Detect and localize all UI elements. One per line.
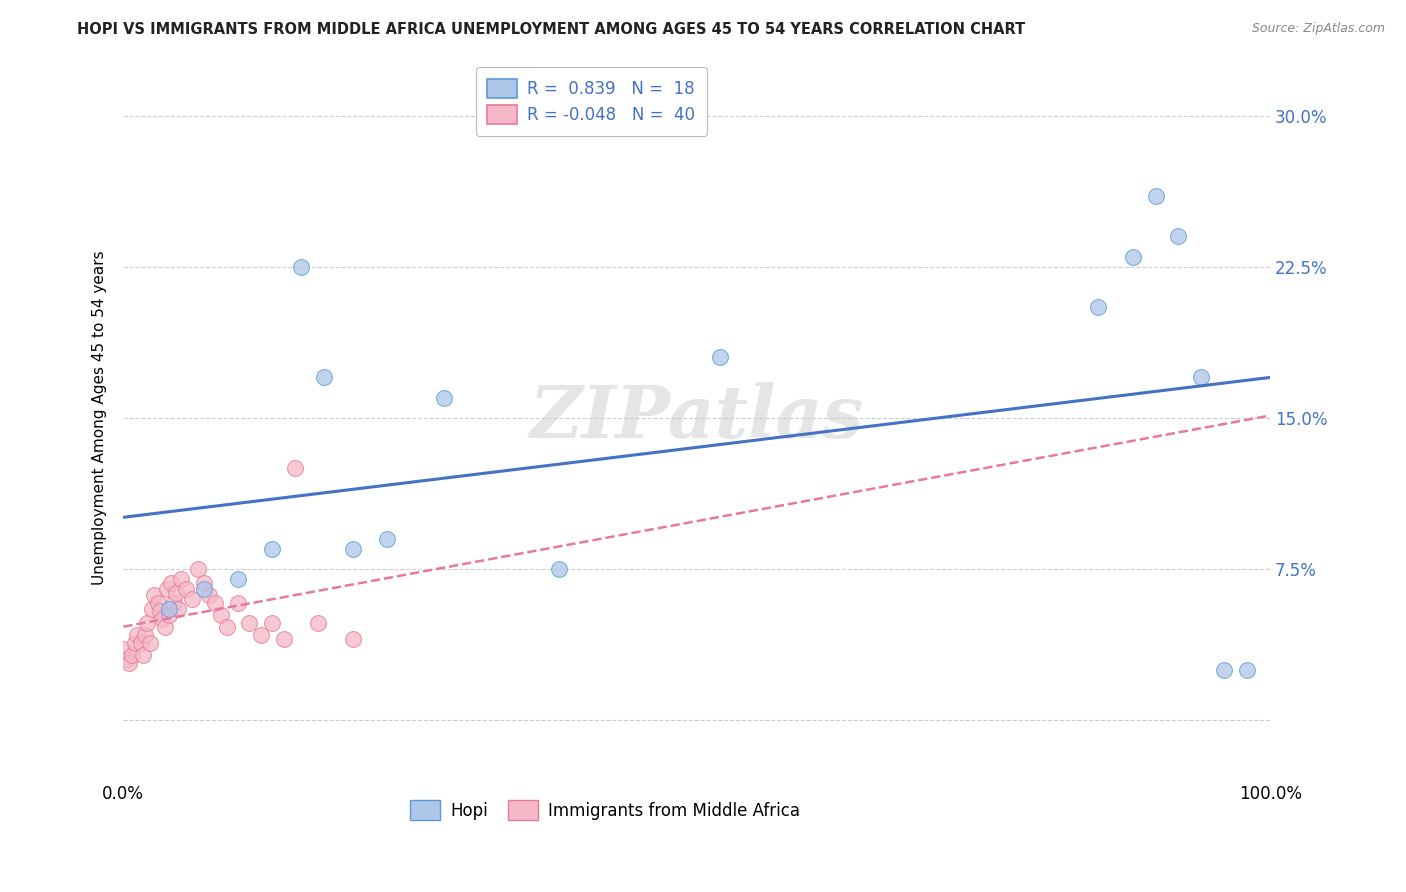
- Point: [150, 612, 173, 626]
- Point: [342, 541, 364, 556]
- Point: [226, 572, 249, 586]
- Point: [226, 596, 249, 610]
- Point: [129, 636, 152, 650]
- Point: [709, 351, 731, 365]
- Point: [121, 648, 143, 663]
- Point: [273, 632, 295, 647]
- Point: [141, 602, 163, 616]
- Point: [198, 588, 221, 602]
- Point: [433, 391, 456, 405]
- Text: Source: ZipAtlas.com: Source: ZipAtlas.com: [1251, 22, 1385, 36]
- Point: [169, 572, 191, 586]
- Point: [193, 582, 215, 596]
- Point: [1213, 663, 1236, 677]
- Point: [238, 616, 260, 631]
- Point: [1087, 300, 1109, 314]
- Y-axis label: Unemployment Among Ages 45 to 54 years: Unemployment Among Ages 45 to 54 years: [93, 251, 107, 585]
- Point: [181, 592, 204, 607]
- Point: [1167, 229, 1189, 244]
- Point: [262, 541, 284, 556]
- Point: [153, 620, 176, 634]
- Point: [290, 260, 312, 274]
- Point: [187, 562, 209, 576]
- Point: [160, 575, 183, 590]
- Point: [176, 582, 198, 596]
- Point: [134, 628, 156, 642]
- Point: [124, 636, 146, 650]
- Point: [204, 596, 226, 610]
- Point: [115, 652, 138, 666]
- Point: [209, 608, 232, 623]
- Point: [157, 608, 180, 623]
- Point: [1144, 189, 1167, 203]
- Point: [250, 628, 273, 642]
- Point: [125, 628, 148, 642]
- Point: [163, 596, 186, 610]
- Point: [165, 586, 187, 600]
- Text: HOPI VS IMMIGRANTS FROM MIDDLE AFRICA UNEMPLOYMENT AMONG AGES 45 TO 54 YEARS COR: HOPI VS IMMIGRANTS FROM MIDDLE AFRICA UN…: [77, 22, 1025, 37]
- Point: [548, 562, 571, 576]
- Point: [143, 588, 166, 602]
- Text: ZIPatlas: ZIPatlas: [530, 382, 863, 453]
- Legend: Hopi, Immigrants from Middle Africa: Hopi, Immigrants from Middle Africa: [404, 794, 807, 826]
- Point: [146, 596, 169, 610]
- Point: [193, 575, 215, 590]
- Point: [1122, 250, 1144, 264]
- Point: [284, 461, 307, 475]
- Point: [136, 616, 159, 631]
- Point: [157, 602, 180, 616]
- Point: [262, 616, 284, 631]
- Point: [375, 532, 398, 546]
- Point: [312, 370, 335, 384]
- Point: [1236, 663, 1258, 677]
- Point: [307, 616, 329, 631]
- Point: [156, 582, 179, 596]
- Point: [149, 604, 172, 618]
- Point: [112, 642, 135, 657]
- Point: [118, 657, 141, 671]
- Point: [132, 648, 155, 663]
- Point: [138, 636, 160, 650]
- Point: [167, 602, 190, 616]
- Point: [215, 620, 238, 634]
- Point: [342, 632, 364, 647]
- Point: [1191, 370, 1213, 384]
